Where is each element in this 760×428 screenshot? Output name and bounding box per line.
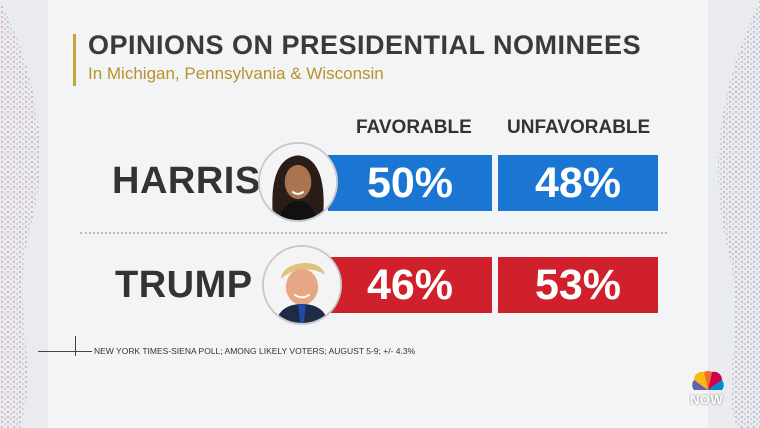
logo-text: NOW xyxy=(690,392,724,407)
left-pattern-decoration xyxy=(0,0,70,428)
chart-panel xyxy=(48,0,708,428)
row-label-harris: HARRIS xyxy=(112,160,261,202)
column-header-favorable: FAVORABLE xyxy=(356,117,472,138)
harris-portrait xyxy=(258,142,338,222)
chart-subtitle: In Michigan, Pennsylvania & Wisconsin xyxy=(88,64,384,83)
bar-trump-unfavorable: 53% xyxy=(498,257,658,313)
chart-title: OPINIONS ON PRESIDENTIAL NOMINEES xyxy=(88,30,642,60)
value-label-harris-favorable: 50% xyxy=(366,158,454,207)
source-rule xyxy=(38,351,92,352)
row-label-trump: TRUMP xyxy=(115,264,253,306)
source-note: NEW YORK TIMES-SIENA POLL; AMONG LIKELY … xyxy=(94,346,416,356)
bar-trump-favorable: 46% xyxy=(328,257,492,313)
peacock-icon xyxy=(692,370,724,390)
value-label-harris-unfavorable: 48% xyxy=(534,158,622,207)
value-label-trump-unfavorable: 53% xyxy=(534,260,622,309)
value-label-trump-favorable: 46% xyxy=(366,260,454,309)
trump-portrait xyxy=(262,245,342,325)
source-rule-vertical xyxy=(75,336,76,356)
right-pattern-decoration xyxy=(698,0,760,428)
bar-harris-favorable: 50% xyxy=(328,155,492,211)
column-header-unfavorable: UNFAVORABLE xyxy=(507,117,651,138)
title-accent-bar xyxy=(73,34,76,86)
row-divider xyxy=(80,232,667,234)
bar-harris-unfavorable: 48% xyxy=(498,155,658,211)
